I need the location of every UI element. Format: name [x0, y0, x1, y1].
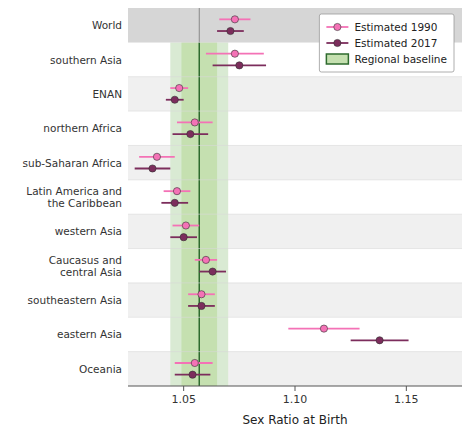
point [149, 165, 156, 172]
chart: 1.05 1.10 1.15 Sex Ratio at Birth World south… [0, 0, 474, 432]
plot-area [128, 8, 462, 386]
x-tick-label: 1.05 [171, 393, 196, 406]
y-tick-label-line: Oceania [79, 363, 122, 375]
point [198, 291, 205, 298]
row-separator [128, 111, 462, 112]
y-tick-label: Caucasus andcentral Asia [49, 254, 122, 278]
row-separator [128, 317, 462, 318]
point [198, 302, 205, 309]
legend-label: Estimated 1990 [354, 21, 437, 33]
y-tick-label-line: western Asia [55, 225, 122, 237]
point [231, 16, 238, 23]
row-separator [128, 145, 462, 146]
y-tick-label-line: Latin America and [26, 185, 122, 197]
y-tick-label: Oceania [79, 363, 122, 375]
row-separator [128, 214, 462, 215]
point [171, 96, 178, 103]
y-tick-label: southern Asia [50, 54, 122, 66]
x-axis-label: Sex Ratio at Birth [242, 413, 347, 427]
x-axis: 1.05 1.10 1.15 [128, 386, 462, 406]
point [182, 222, 189, 229]
y-tick-label-line: World [92, 19, 122, 31]
y-tick-label: southeastern Asia [28, 294, 122, 306]
point [189, 371, 196, 378]
point [153, 153, 160, 160]
row-separator [128, 76, 462, 77]
y-tick-label: sub-Saharan Africa [23, 157, 122, 169]
point [376, 337, 383, 344]
baseline-reference-line [199, 8, 200, 42]
legend-label: Estimated 2017 [354, 37, 437, 49]
y-tick-label-line: the Caribbean [48, 197, 122, 209]
row-separator [128, 179, 462, 180]
y-tick-label: eastern Asia [57, 328, 122, 340]
y-tick-label: Latin America andthe Caribbean [26, 185, 122, 209]
point [171, 199, 178, 206]
x-tick [183, 386, 184, 391]
y-tick-label: western Asia [55, 225, 122, 237]
point [191, 359, 198, 366]
y-axis: World southern Asia ENAN northern Africa sub… [23, 19, 122, 375]
legend-label: Regional baseline [354, 53, 447, 65]
y-tick-label-line: northern Africa [43, 122, 122, 134]
point [176, 84, 183, 91]
y-tick-label-line: southern Asia [50, 54, 122, 66]
row-separator [128, 282, 462, 283]
point [320, 325, 327, 332]
row-separator [128, 248, 462, 249]
point [202, 256, 209, 263]
x-tick-label: 1.10 [283, 393, 308, 406]
legend-swatch-band [326, 54, 348, 64]
y-tick-label-line: sub-Saharan Africa [23, 157, 122, 169]
y-tick-label: ENAN [92, 88, 122, 100]
point [180, 234, 187, 241]
row-separator [128, 351, 462, 352]
y-tick-label-line: southeastern Asia [28, 294, 122, 306]
y-tick-label-line: central Asia [60, 266, 122, 278]
y-tick-label-line: Caucasus and [49, 254, 122, 266]
y-tick-label-line: eastern Asia [57, 328, 122, 340]
point [231, 50, 238, 57]
legend-swatch-point [334, 23, 341, 30]
point [236, 62, 243, 69]
x-tick [406, 386, 407, 391]
row-backgrounds [128, 8, 462, 386]
point [209, 268, 216, 275]
y-tick-label-line: ENAN [92, 88, 122, 100]
legend: Estimated 1990 Estimated 2017 Regional bas… [319, 14, 454, 72]
x-tick-label: 1.15 [394, 393, 419, 406]
point [173, 188, 180, 195]
point [191, 119, 198, 126]
point [187, 131, 194, 138]
legend-box [319, 14, 454, 72]
y-tick-label: World [92, 19, 122, 31]
series [135, 27, 409, 378]
point [227, 27, 234, 34]
legend-swatch-point [334, 39, 341, 46]
x-tick [295, 386, 296, 391]
y-tick-label: northern Africa [43, 122, 122, 134]
